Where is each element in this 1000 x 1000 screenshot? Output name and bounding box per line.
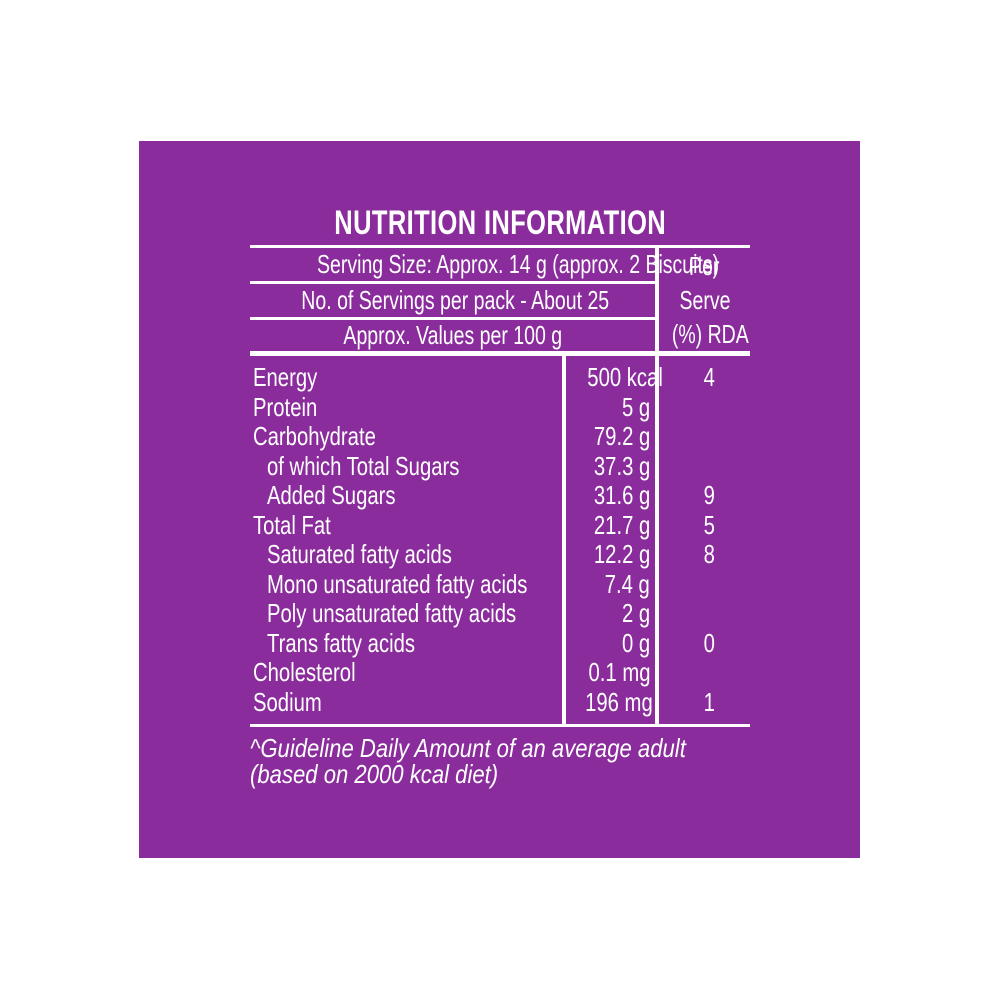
nutrient-rda: 1	[703, 686, 716, 717]
nutrient-row-protein: Protein 5 g	[250, 391, 750, 423]
page-title-text: NUTRITION INFORMATION	[334, 204, 666, 242]
nutrient-name: Carbohydrate	[253, 421, 376, 451]
nutrient-rda	[659, 452, 750, 482]
nutrient-value: 31.6 g	[593, 480, 650, 510]
nutrient-row-total-fat: Total Fat 21.7 g 5	[250, 509, 750, 541]
nutrient-name: Protein	[253, 391, 318, 422]
nutrient-value: 196 mg	[585, 686, 653, 717]
table-header: Serving Size: Approx. 14 g (approx. 2 Bi…	[250, 245, 750, 356]
nutrient-rda	[659, 422, 750, 452]
nutrient-name: Trans fatty acids	[267, 627, 416, 658]
per-serve-rda-header: Per Serve (%) RDA	[659, 248, 750, 351]
nutrient-rda	[659, 393, 750, 423]
nutrient-rda: 0	[703, 627, 716, 658]
footnote-line-1: ^Guideline Daily Amount of an average ad…	[250, 733, 686, 763]
nutrient-value: 5 g	[621, 391, 650, 422]
nutrient-row-total-sugars: of which Total Sugars 37.3 g	[250, 450, 750, 482]
serving-size-text: Serving Size: Approx. 14 g (approx. 2 Bi…	[317, 249, 720, 279]
nutrient-row-trans-fat: Trans fatty acids 0 g 0	[250, 627, 750, 659]
nutrient-row-sodium: Sodium 196 mg 1	[250, 686, 750, 718]
nutrient-name: Saturated fatty acids	[267, 539, 452, 569]
values-per-text: Approx. Values per 100 g	[343, 320, 562, 350]
nutrient-name: Total Fat	[253, 509, 331, 540]
nutrient-row-saturated-fat: Saturated fatty acids 12.2 g 8	[250, 539, 750, 570]
nutrition-table: Serving Size: Approx. 14 g (approx. 2 Bi…	[250, 245, 750, 787]
nutrient-value: 0 g	[621, 627, 650, 658]
nutrient-rda: 5	[703, 509, 716, 540]
table-header-left: Serving Size: Approx. 14 g (approx. 2 Bi…	[250, 248, 719, 351]
nutrient-rda: 9	[703, 480, 716, 510]
page-title: NUTRITION INFORMATION	[250, 203, 750, 243]
nutrient-row-energy: Energy 500 kcal 4	[250, 362, 750, 393]
nutrient-name: of which Total Sugars	[267, 450, 460, 481]
servings-per-pack-row: No. of Servings per pack - About 25	[250, 284, 655, 320]
nutrient-value: 37.3 g	[593, 450, 650, 481]
nutrient-name: Poly unsaturated fatty acids	[267, 598, 517, 628]
nutrient-rda: 8	[703, 539, 716, 569]
nutrient-rda	[659, 599, 750, 629]
nutrient-name: Cholesterol	[253, 657, 356, 687]
nutrient-row-carbohydrate: Carbohydrate 79.2 g	[250, 421, 750, 452]
nutrient-row-cholesterol: Cholesterol 0.1 mg	[250, 657, 750, 688]
servings-per-pack-text: No. of Servings per pack - About 25	[301, 285, 610, 315]
per-serve-line-3: (%) RDA	[671, 318, 749, 349]
footnote: ^Guideline Daily Amount of an average ad…	[250, 735, 750, 787]
nutrient-value: 79.2 g	[593, 421, 650, 451]
nutrient-row-poly-unsaturated: Poly unsaturated fatty acids 2 g	[250, 598, 750, 629]
nutrient-row-mono-unsaturated: Mono unsaturated fatty acids 7.4 g	[250, 568, 750, 600]
nutrient-value: 500 kcal	[587, 362, 663, 392]
footnote-line-2: (based on 2000 kcal diet)	[250, 759, 499, 789]
nutrient-name: Sodium	[253, 686, 322, 717]
nutrient-rda: 4	[703, 362, 716, 392]
nutrient-name: Added Sugars	[267, 480, 396, 510]
nutrient-name: Mono unsaturated fatty acids	[267, 568, 528, 599]
nutrient-rda	[659, 658, 750, 688]
per-serve-line-1: Per	[689, 250, 720, 281]
nutrition-label-panel: NUTRITION INFORMATION Serving Size: Appr…	[139, 141, 860, 858]
table-body: Energy 500 kcal 4 Protein 5 g Carbohydra…	[250, 356, 750, 727]
per-serve-line-2: Serve	[679, 284, 730, 315]
nutrient-rda	[659, 570, 750, 600]
values-per-row: Approx. Values per 100 g	[250, 320, 655, 351]
nutrient-value: 7.4 g	[604, 568, 650, 599]
serving-size-row: Serving Size: Approx. 14 g (approx. 2 Bi…	[250, 248, 719, 284]
nutrient-value: 12.2 g	[593, 539, 650, 569]
nutrient-value: 0.1 mg	[587, 657, 650, 687]
nutrient-value: 2 g	[621, 598, 650, 628]
nutrient-value: 21.7 g	[593, 509, 650, 540]
nutrient-name: Energy	[253, 362, 318, 392]
nutrient-row-added-sugars: Added Sugars 31.6 g 9	[250, 480, 750, 511]
